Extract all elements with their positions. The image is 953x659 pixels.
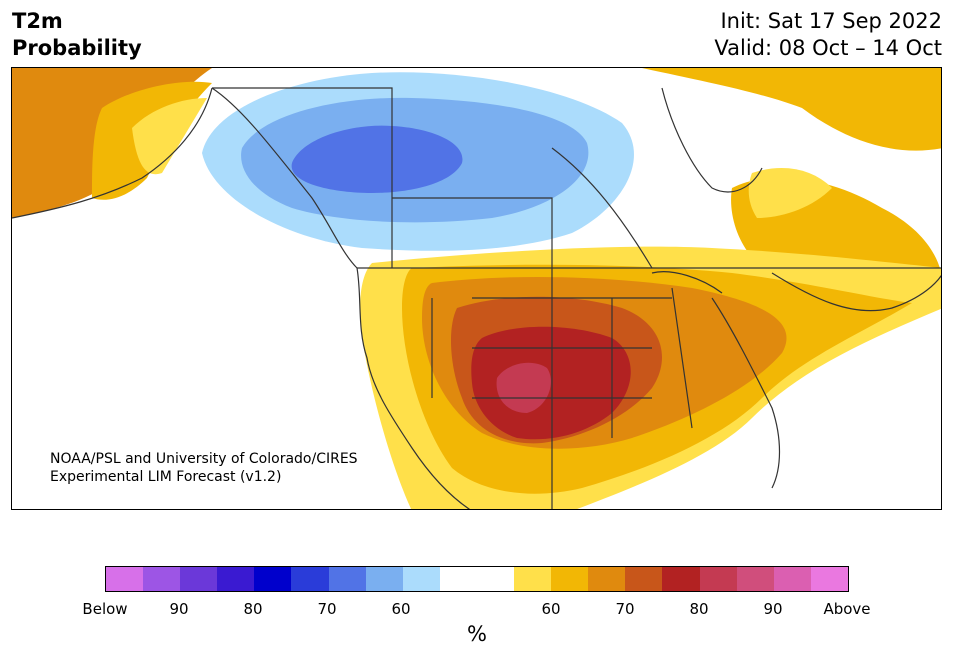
colorbar-tick-label: 90 xyxy=(169,600,189,618)
colorbar-cell xyxy=(514,567,552,591)
greenland-warm xyxy=(642,68,941,151)
colorbar-cell xyxy=(365,567,403,591)
colorbar-cell xyxy=(328,567,366,591)
colorbar-cell xyxy=(551,567,589,591)
colorbar-tick-label: 70 xyxy=(317,600,337,618)
colorbar-tick-label: 60 xyxy=(391,600,411,618)
colorbar-cell xyxy=(736,567,774,591)
colorbar-tick-label: 70 xyxy=(615,600,635,618)
colorbar-cell xyxy=(588,567,626,591)
forecast-dates: Init: Sat 17 Sep 2022 Valid: 08 Oct – 14… xyxy=(714,8,942,62)
map-canvas xyxy=(12,68,941,509)
eastern-canada-edge xyxy=(748,168,832,218)
colorbar-tick-label: Above xyxy=(823,600,871,618)
borders xyxy=(12,87,941,509)
colorbar-tick-label: Below xyxy=(82,600,128,618)
colorbar xyxy=(105,566,849,592)
valid-range: Valid: 08 Oct – 14 Oct xyxy=(714,36,942,60)
product-label: Probability xyxy=(12,36,142,60)
colorbar-tick-label: 60 xyxy=(541,600,561,618)
credit-text: NOAA/PSL and University of Colorado/CIRE… xyxy=(50,450,358,486)
colorbar-cell xyxy=(180,567,218,591)
colorbar-cell xyxy=(254,567,292,591)
colorbar-cell xyxy=(773,567,811,591)
colorbar-unit: % xyxy=(467,622,487,646)
below-80-region xyxy=(291,125,463,193)
colorbar-cell xyxy=(699,567,737,591)
credit-line-1: NOAA/PSL and University of Colorado/CIRE… xyxy=(50,451,358,467)
init-date: Init: Sat 17 Sep 2022 xyxy=(720,9,942,33)
colorbar-cell xyxy=(476,567,515,591)
variable-label: T2m xyxy=(12,9,63,33)
credit-line-2: Experimental LIM Forecast (v1.2) xyxy=(50,469,282,485)
map-title: T2m Probability xyxy=(12,8,142,62)
colorbar-cell xyxy=(291,567,329,591)
above-max-region xyxy=(496,362,551,413)
colorbar-cell xyxy=(625,567,663,591)
colorbar-cell xyxy=(439,567,477,591)
colorbar-cell xyxy=(402,567,440,591)
forecast-map: NOAA/PSL and University of Colorado/CIRE… xyxy=(11,67,942,510)
colorbar-cell xyxy=(217,567,255,591)
colorbar-tick-label: 80 xyxy=(689,600,709,618)
colorbar-cell xyxy=(810,567,848,591)
colorbar-cell xyxy=(662,567,700,591)
above-90-region xyxy=(471,326,631,440)
alaska-warm-edge xyxy=(132,98,207,175)
colorbar-tick-label: 80 xyxy=(243,600,263,618)
colorbar-cell xyxy=(143,567,181,591)
colorbar-tick-label: 90 xyxy=(763,600,783,618)
colorbar-cell xyxy=(106,567,144,591)
hudson-bay xyxy=(663,85,773,194)
